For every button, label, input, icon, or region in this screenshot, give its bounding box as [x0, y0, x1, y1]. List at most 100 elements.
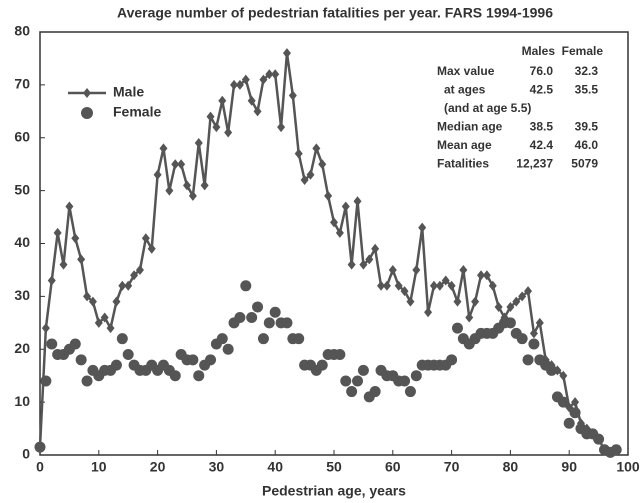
x-tick-label: 50	[326, 459, 342, 475]
circle-marker	[399, 375, 411, 387]
diamond-marker	[312, 143, 321, 154]
diamond-marker	[429, 280, 438, 291]
diamond-marker	[518, 291, 527, 302]
legend-label: Female	[113, 104, 161, 120]
diamond-marker	[377, 280, 386, 291]
circle-marker	[357, 364, 369, 376]
circle-marker	[516, 333, 528, 345]
y-tick-label: 0	[22, 446, 30, 462]
stats-cell: 38.5	[530, 120, 554, 134]
chart-title: Average number of pedestrian fatalities …	[117, 5, 553, 21]
y-tick-label: 80	[14, 23, 30, 39]
stats-cell: 39.5	[575, 120, 599, 134]
diamond-marker	[447, 280, 456, 291]
diamond-marker	[371, 243, 380, 254]
circle-marker	[263, 317, 275, 329]
circle-marker	[116, 333, 128, 345]
diamond-marker	[282, 48, 291, 59]
diamond-marker	[53, 227, 62, 238]
circle-marker	[346, 386, 358, 398]
stats-header: Female	[562, 44, 604, 58]
diamond-marker	[177, 159, 186, 170]
diamond-marker	[271, 69, 280, 80]
diamond-marker	[94, 317, 103, 328]
circle-marker	[334, 349, 346, 361]
diamond-marker	[347, 259, 356, 270]
circle-marker	[352, 375, 364, 387]
diamond-marker	[65, 201, 74, 212]
diamond-marker	[265, 69, 274, 80]
circle-marker	[451, 322, 463, 334]
diamond-marker	[165, 185, 174, 196]
y-tick-label: 50	[14, 181, 30, 197]
y-tick-label: 60	[14, 128, 30, 144]
circle-marker	[446, 354, 458, 366]
diamond-marker	[388, 264, 397, 275]
diamond-marker	[394, 280, 403, 291]
diamond-marker	[324, 190, 333, 201]
diamond-marker	[130, 270, 139, 281]
circle-marker	[504, 317, 516, 329]
circle-marker	[205, 354, 217, 366]
diamond-marker	[529, 328, 538, 339]
circle-marker	[169, 370, 181, 382]
circle-marker	[316, 359, 328, 371]
circle-marker	[404, 386, 416, 398]
x-tick-label: 40	[267, 459, 283, 475]
diamond-marker	[418, 222, 427, 233]
diamond-marker	[200, 180, 209, 191]
circle-marker	[522, 354, 534, 366]
diamond-marker	[147, 243, 156, 254]
circle-marker	[569, 407, 581, 419]
diamond-marker	[465, 312, 474, 323]
diamond-marker	[112, 296, 121, 307]
legend-marker	[81, 107, 93, 119]
circle-marker	[81, 375, 93, 387]
diamond-marker	[482, 270, 491, 281]
circle-marker	[75, 354, 87, 366]
circle-marker	[216, 333, 228, 345]
circle-marker	[222, 343, 234, 355]
diamond-marker	[247, 95, 256, 106]
diamond-marker	[235, 79, 244, 90]
diamond-marker	[512, 296, 521, 307]
diamond-marker	[524, 286, 533, 297]
circle-marker	[269, 306, 281, 318]
x-tick-label: 80	[503, 459, 519, 475]
circle-marker	[563, 417, 575, 429]
stats-cell: at ages	[444, 83, 486, 97]
circle-marker	[246, 312, 258, 324]
stats-cell: Median age	[437, 120, 503, 134]
circle-marker	[610, 444, 622, 456]
diamond-marker	[106, 323, 115, 334]
diamond-marker	[230, 79, 239, 90]
diamond-marker	[159, 143, 168, 154]
diamond-marker	[124, 280, 133, 291]
diamond-marker	[306, 169, 315, 180]
diamond-marker	[571, 397, 580, 408]
diamond-marker	[59, 259, 68, 270]
diamond-marker	[459, 264, 468, 275]
stats-cell: 35.5	[575, 83, 599, 97]
diamond-marker	[441, 275, 450, 286]
diamond-marker	[424, 307, 433, 318]
diamond-marker	[100, 312, 109, 323]
y-tick-label: 70	[14, 76, 30, 92]
x-tick-label: 20	[150, 459, 166, 475]
circle-marker	[369, 386, 381, 398]
diamond-marker	[194, 138, 203, 149]
diamond-marker	[288, 90, 297, 101]
circle-marker	[410, 370, 422, 382]
y-tick-label: 40	[14, 234, 30, 250]
diamond-marker	[471, 296, 480, 307]
x-tick-label: 60	[385, 459, 401, 475]
stats-header: Males	[522, 44, 556, 58]
circle-marker	[557, 396, 569, 408]
stats-cell: 42.4	[530, 138, 554, 152]
diamond-marker	[488, 280, 497, 291]
diamond-marker	[341, 201, 350, 212]
diamond-marker	[353, 196, 362, 207]
diamond-marker	[359, 259, 368, 270]
legend-marker	[83, 88, 91, 98]
